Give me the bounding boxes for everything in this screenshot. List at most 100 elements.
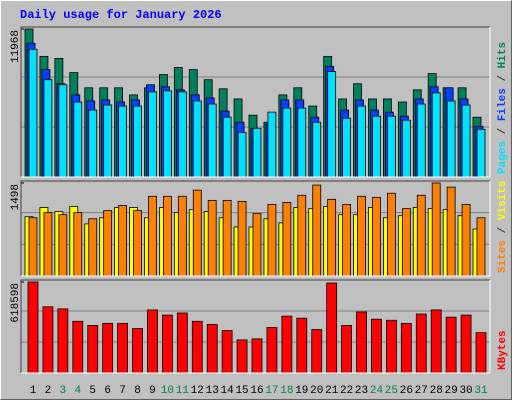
- bar: [73, 212, 83, 277]
- bar: [57, 308, 69, 374]
- bar: [282, 107, 292, 178]
- bar: [28, 217, 38, 277]
- bar: [327, 71, 337, 178]
- bar: [251, 338, 263, 374]
- legend-entry: Pages: [497, 141, 509, 174]
- bar: [236, 339, 248, 374]
- bar: [385, 319, 397, 374]
- chart-title: Daily usage for January 2026: [20, 8, 222, 22]
- bar: [221, 330, 233, 374]
- bar: [27, 281, 39, 374]
- bar: [117, 322, 128, 374]
- bar: [177, 195, 187, 277]
- bar: [58, 84, 68, 178]
- panel-edge-light: [21, 27, 491, 178]
- bar: [386, 192, 396, 277]
- bar: [266, 327, 278, 374]
- x-tick-label: 10: [161, 385, 174, 397]
- x-tick-label: 23: [355, 385, 368, 397]
- x-tick-label: 8: [134, 385, 141, 397]
- bar: [147, 309, 158, 374]
- legend-entry: KBytes: [497, 330, 509, 370]
- bar: [371, 318, 382, 374]
- bar: [87, 325, 99, 374]
- bar: [102, 322, 114, 374]
- bar: [372, 115, 381, 178]
- x-tick-label: 29: [445, 385, 458, 397]
- panel-edge-dark: [20, 279, 490, 373]
- bar: [192, 100, 202, 178]
- x-tick-label: 6: [104, 385, 111, 397]
- bar: [222, 116, 232, 178]
- bar: [431, 182, 441, 277]
- bar: [192, 189, 202, 277]
- legend-separator: /: [497, 121, 509, 141]
- bar: [58, 214, 68, 277]
- x-tick-label: 17: [265, 385, 278, 397]
- bar: [162, 90, 172, 178]
- bar: [431, 92, 441, 178]
- bar: [460, 314, 472, 374]
- bar: [133, 210, 142, 277]
- y-tick-label: 618598: [10, 283, 22, 323]
- bar: [445, 316, 457, 374]
- bar: [415, 313, 427, 374]
- bar: [103, 210, 113, 277]
- bar: [461, 204, 471, 277]
- x-tick-label: 31: [474, 385, 488, 397]
- bar: [476, 217, 486, 277]
- x-tick-label: 20: [310, 385, 323, 397]
- bar: [341, 325, 353, 374]
- bar: [162, 195, 172, 277]
- bar: [133, 105, 142, 178]
- legend-separator: /: [497, 68, 509, 88]
- bar: [267, 111, 277, 178]
- x-tick-label: 28: [430, 385, 443, 397]
- x-tick-label: 14: [221, 385, 235, 397]
- x-tick-label: 19: [295, 385, 308, 397]
- bar: [297, 194, 307, 277]
- bar: [73, 101, 83, 178]
- bar: [267, 204, 277, 277]
- x-tick-label: 18: [280, 385, 293, 397]
- bar: [326, 282, 338, 374]
- bar: [237, 131, 247, 178]
- bar: [43, 79, 53, 178]
- x-tick-label: 13: [206, 385, 219, 397]
- bar: [191, 320, 203, 374]
- bar: [176, 312, 188, 374]
- bar: [446, 186, 456, 277]
- x-tick-label: 21: [325, 385, 339, 397]
- x-tick-label: 7: [119, 385, 126, 397]
- legend: Sites / Visits: [497, 181, 509, 273]
- bar: [252, 213, 262, 277]
- panel-edge-light: [21, 181, 491, 277]
- y-tick-label: 1498: [10, 184, 22, 210]
- bar: [357, 195, 366, 277]
- x-tick-label: 2: [45, 385, 52, 397]
- bar: [475, 332, 487, 374]
- bar: [132, 328, 143, 374]
- x-tick-label: 4: [74, 385, 81, 397]
- bar: [327, 198, 337, 277]
- x-tick-label: 16: [250, 385, 263, 397]
- x-tick-label: 11: [176, 385, 190, 397]
- bar: [28, 48, 38, 178]
- bar: [386, 115, 396, 178]
- bar: [118, 205, 127, 277]
- legend-separator: /: [497, 220, 509, 240]
- x-tick-label: 15: [235, 385, 248, 397]
- legend-entry: Files: [497, 88, 509, 121]
- panel-edge-light: [21, 280, 491, 374]
- x-tick-label: 27: [415, 385, 428, 397]
- bar: [222, 199, 232, 277]
- bar: [282, 202, 292, 277]
- legend: KBytes: [497, 330, 509, 370]
- legend-entry: Hits: [497, 42, 509, 68]
- panel-edge-dark: [20, 180, 490, 276]
- panel-edge-dark: [20, 26, 490, 177]
- legend: Pages / Files / Hits: [497, 42, 509, 174]
